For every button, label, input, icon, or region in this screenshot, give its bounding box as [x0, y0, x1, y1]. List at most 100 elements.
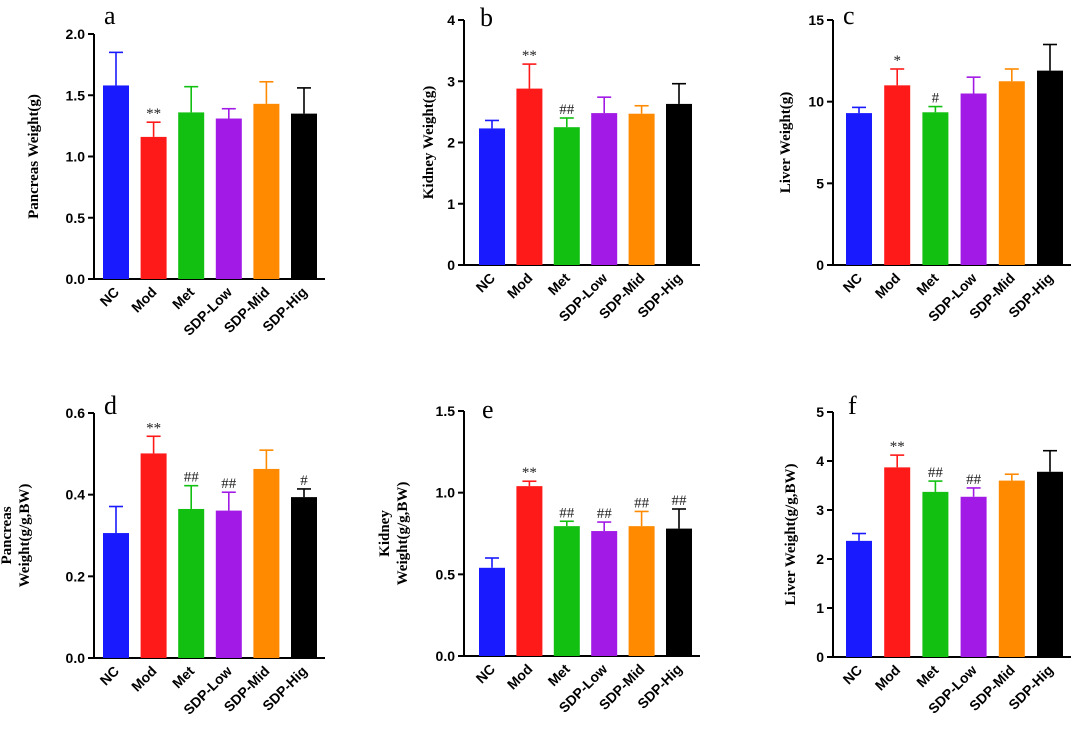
bar-mod — [884, 467, 911, 657]
y-tick-label: 4 — [447, 12, 455, 28]
y-tick-label: 1.5 — [436, 403, 456, 419]
bar-met — [553, 526, 580, 656]
y-axis-title: Liver Weight(g) — [778, 92, 794, 194]
y-tick-label: 3 — [816, 502, 824, 518]
y-tick-label: 2.0 — [66, 26, 86, 42]
y-tick-label: 1.0 — [436, 485, 456, 501]
bar-sdp-mid — [998, 81, 1025, 265]
x-tick-label: Met — [913, 270, 942, 299]
y-axis-title: Weight(g/g,BW) — [17, 484, 33, 588]
significance-label: ** — [890, 439, 905, 455]
y-tick-label: 5 — [816, 404, 824, 420]
y-tick-label: 0.6 — [66, 405, 86, 421]
panel-letter: c — [843, 1, 855, 30]
y-tick-label: 0.0 — [66, 271, 86, 287]
bar-sdp-hig — [291, 113, 317, 279]
y-tick-label: 0.0 — [436, 648, 456, 664]
y-tick-label: 0.4 — [66, 487, 86, 503]
x-tick-label: Met — [169, 663, 198, 692]
x-tick-label: NC — [839, 662, 865, 688]
bar-nc — [479, 567, 505, 656]
panel-letter: e — [482, 395, 494, 424]
bar-sdp-low — [960, 93, 987, 265]
y-tick-label: 0.5 — [66, 210, 86, 226]
bar-mod — [884, 85, 911, 265]
significance-label: ## — [597, 506, 613, 522]
significance-label: * — [893, 53, 901, 69]
y-axis-title: Kidney — [377, 510, 393, 557]
bar-sdp-mid — [628, 113, 655, 266]
y-axis-title: Liver Weight(g/g,BW) — [783, 464, 799, 606]
y-tick-label: 1.0 — [66, 149, 86, 165]
panel-letter: d — [104, 391, 117, 420]
y-tick-label: 0 — [447, 257, 455, 273]
panel-letter: f — [848, 391, 857, 420]
bar-met — [553, 127, 580, 265]
bar-sdp-low — [215, 118, 242, 280]
x-tick-label: Met — [545, 661, 574, 690]
y-axis-title: Kidney Weight(g) — [421, 86, 437, 199]
bar-sdp-low — [591, 113, 618, 265]
x-tick-label: NC — [472, 270, 498, 296]
y-axis-title: Pancreas — [0, 506, 15, 564]
y-tick-label: 1.5 — [66, 87, 86, 103]
bar-met — [922, 491, 949, 657]
significance-label: # — [300, 473, 308, 489]
panel-d: 0.00.20.40.6NC**Mod##Met##SDP-LowSDP-Mid… — [0, 391, 325, 718]
panel-b: 01234NC**Mod##MetSDP-LowSDP-MidSDP-HigbK… — [421, 3, 700, 325]
bar-mod — [140, 453, 167, 658]
panel-a: 0.00.51.01.52.0NC**Mod MetSDP-LowSDP-MidS… — [26, 1, 325, 339]
y-tick-label: 1 — [816, 600, 824, 616]
significance-label: ** — [146, 106, 161, 122]
bar-mod — [140, 136, 167, 279]
x-tick-label: Met — [913, 662, 942, 691]
y-tick-label: 0 — [816, 257, 824, 273]
y-tick-label: 15 — [808, 12, 824, 28]
bar-sdp-low — [960, 496, 987, 657]
bar-sdp-hig — [666, 103, 692, 265]
y-tick-label: 5 — [816, 175, 824, 191]
x-tick-label: Mod — [504, 270, 536, 302]
panel-c: 051015NC*Mod#MetSDP-LowSDP-MidSDP-HigcLi… — [778, 1, 1071, 325]
y-tick-label: 0 — [816, 649, 824, 665]
significance-label: ## — [672, 493, 688, 509]
significance-label: ** — [522, 48, 537, 64]
y-tick-label: 2 — [816, 551, 824, 567]
y-tick-label: 0.2 — [66, 568, 86, 584]
x-tick-label: NC — [472, 661, 498, 687]
bar-sdp-hig — [291, 497, 317, 658]
bar-sdp-mid — [628, 526, 655, 656]
x-tick-label: Mod — [128, 663, 160, 695]
panel-e: 0.00.51.01.5NC**Mod##Met##SDP-Low##SDP-M… — [377, 395, 700, 716]
bar-nc — [103, 533, 129, 658]
bar-mod — [516, 88, 543, 265]
significance-label: ## — [184, 470, 200, 486]
x-tick-label: Met — [169, 284, 198, 313]
significance-label: ## — [634, 495, 650, 511]
bar-sdp-hig — [1037, 471, 1063, 657]
y-tick-label: 3 — [447, 73, 455, 89]
x-tick-label: NC — [839, 270, 865, 296]
x-tick-label: Mod — [872, 662, 904, 694]
x-tick-label: Mod — [128, 284, 160, 316]
bar-nc — [479, 128, 505, 265]
bar-nc — [103, 85, 129, 279]
bar-sdp-mid — [253, 103, 280, 279]
y-axis-title: Weight(g/g,BW) — [395, 482, 411, 586]
y-tick-label: 1 — [447, 196, 455, 212]
bar-sdp-mid — [253, 468, 280, 658]
x-tick-label: Mod — [504, 661, 536, 693]
significance-label: ## — [928, 465, 944, 481]
y-tick-label: 0.5 — [436, 566, 456, 582]
significance-label: ## — [221, 476, 237, 492]
y-tick-label: 4 — [816, 453, 824, 469]
bar-sdp-low — [591, 531, 618, 656]
panel-letter: a — [104, 1, 116, 30]
bar-met — [178, 508, 205, 658]
significance-label: ## — [559, 102, 575, 118]
bar-met — [922, 112, 949, 266]
bar-mod — [516, 486, 543, 656]
y-tick-label: 0.0 — [66, 650, 86, 666]
bar-met — [178, 112, 205, 280]
